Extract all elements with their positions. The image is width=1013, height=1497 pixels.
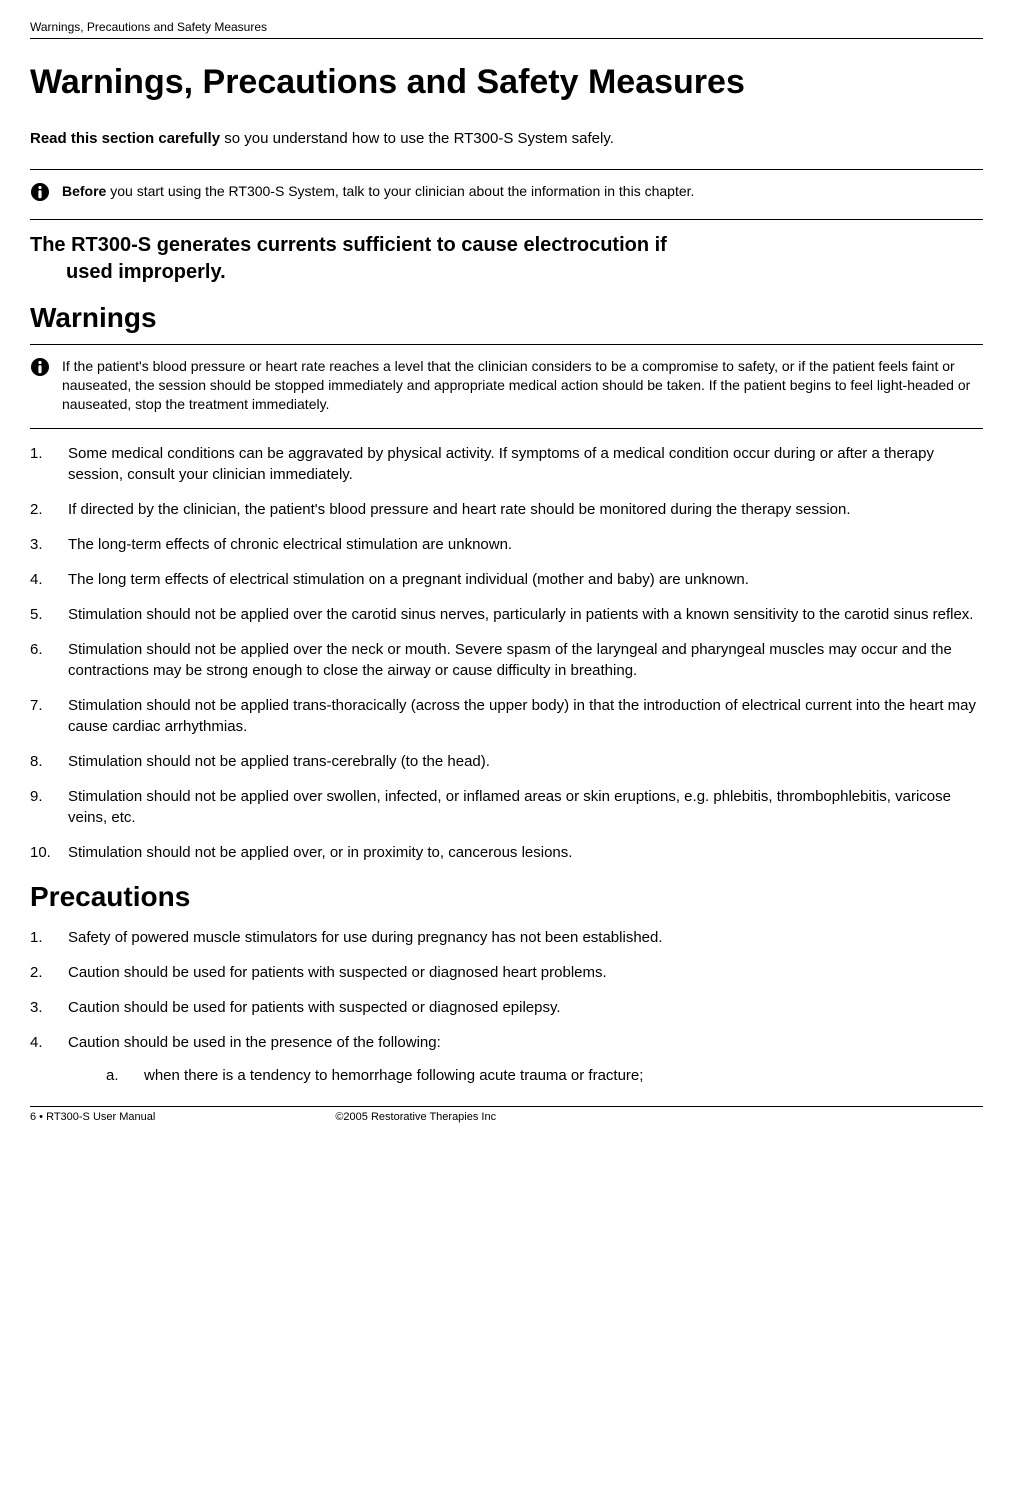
list-text: The long-term effects of chronic electri… — [68, 534, 983, 555]
warnings-list: 1.Some medical conditions can be aggrava… — [30, 443, 983, 863]
list-number: 4. — [30, 569, 58, 590]
list-number: 2. — [30, 962, 58, 983]
list-text: The long term effects of electrical stim… — [68, 569, 983, 590]
info-warning-text: If the patient's blood pressure or heart… — [62, 357, 983, 414]
info-block-warning: If the patient's blood pressure or heart… — [30, 344, 983, 429]
intro-bold: Read this section carefully — [30, 130, 220, 147]
list-number: 9. — [30, 786, 58, 828]
intro-rest: so you understand how to use the RT300-S… — [220, 130, 614, 147]
sub-list-item: a. when there is a tendency to hemorrhage… — [106, 1065, 983, 1086]
list-item: 9.Stimulation should not be applied over… — [30, 786, 983, 828]
sub-letter: a. — [106, 1065, 134, 1086]
electrocution-line2: used improperly. — [30, 259, 983, 286]
electrocution-line1: The RT300-S generates currents sufficien… — [30, 234, 667, 256]
list-item: 1. Safety of powered muscle stimulators f… — [30, 927, 983, 948]
list-number: 1. — [30, 443, 58, 485]
list-item: 2. Caution should be used for patients wi… — [30, 962, 983, 983]
footer-center: ©2005 Restorative Therapies Inc — [335, 1111, 496, 1123]
list-number: 1. — [30, 927, 58, 948]
info-before-text: Before you start using the RT300-S Syste… — [62, 182, 983, 201]
list-number: 10. — [30, 842, 58, 863]
footer-left: 6 • RT300-S User Manual — [30, 1111, 155, 1123]
list-text: If directed by the clinician, the patien… — [68, 499, 983, 520]
list-item: 4. The long term effects of electrical st… — [30, 569, 983, 590]
list-item: 6.Stimulation should not be applied over… — [30, 639, 983, 681]
list-item: 3. The long-term effects of chronic elect… — [30, 534, 983, 555]
list-text: Caution should be used for patients with… — [68, 997, 983, 1018]
info-icon — [30, 182, 50, 205]
list-text: Stimulation should not be applied trans-… — [68, 751, 983, 772]
list-text: Caution should be used in the presence o… — [68, 1034, 441, 1051]
list-number: 5. — [30, 604, 58, 625]
list-number: 4. — [30, 1032, 58, 1086]
list-text: Some medical conditions can be aggravate… — [68, 443, 983, 485]
list-item: 7.Stimulation should not be applied tran… — [30, 695, 983, 737]
list-number: 3. — [30, 997, 58, 1018]
list-text: Stimulation should not be applied over s… — [68, 786, 983, 828]
warnings-heading: Warnings — [30, 302, 983, 334]
list-item: 8. Stimulation should not be applied tran… — [30, 751, 983, 772]
precautions-heading: Precautions — [30, 881, 983, 913]
info-block-before: Before you start using the RT300-S Syste… — [30, 169, 983, 220]
info-before-rest: you start using the RT300-S System, talk… — [106, 183, 694, 199]
sub-list: a. when there is a tendency to hemorrhage… — [106, 1065, 983, 1086]
list-item: 10. Stimulation should not be applied ove… — [30, 842, 983, 863]
intro-paragraph: Read this section carefully so you under… — [30, 130, 983, 147]
precautions-list: 1. Safety of powered muscle stimulators f… — [30, 927, 983, 1086]
list-text: Stimulation should not be applied over t… — [68, 604, 983, 625]
list-item: 1.Some medical conditions can be aggrava… — [30, 443, 983, 485]
list-item: 2. If directed by the clinician, the pati… — [30, 499, 983, 520]
list-text: Safety of powered muscle stimulators for… — [68, 927, 983, 948]
list-number: 2. — [30, 499, 58, 520]
list-number: 3. — [30, 534, 58, 555]
list-text: Stimulation should not be applied trans-… — [68, 695, 983, 737]
list-item: 4. Caution should be used in the presenc… — [30, 1032, 983, 1086]
list-text: Stimulation should not be applied over, … — [68, 842, 983, 863]
list-text-wrap: Caution should be used in the presence o… — [68, 1032, 983, 1086]
page-title: Warnings, Precautions and Safety Measure… — [30, 63, 983, 102]
info-icon — [30, 357, 50, 380]
list-number: 7. — [30, 695, 58, 737]
list-item: 3. Caution should be used for patients wi… — [30, 997, 983, 1018]
list-text: Caution should be used for patients with… — [68, 962, 983, 983]
list-text: Stimulation should not be applied over t… — [68, 639, 983, 681]
electrocution-heading: The RT300-S generates currents sufficien… — [30, 232, 983, 286]
sub-text: when there is a tendency to hemorrhage f… — [144, 1065, 983, 1086]
list-item: 5. Stimulation should not be applied over… — [30, 604, 983, 625]
list-number: 8. — [30, 751, 58, 772]
list-number: 6. — [30, 639, 58, 681]
page-footer: 6 • RT300-S User Manual ©2005 Restorativ… — [30, 1106, 983, 1123]
info-before-bold: Before — [62, 183, 106, 199]
running-header: Warnings, Precautions and Safety Measure… — [30, 20, 983, 39]
